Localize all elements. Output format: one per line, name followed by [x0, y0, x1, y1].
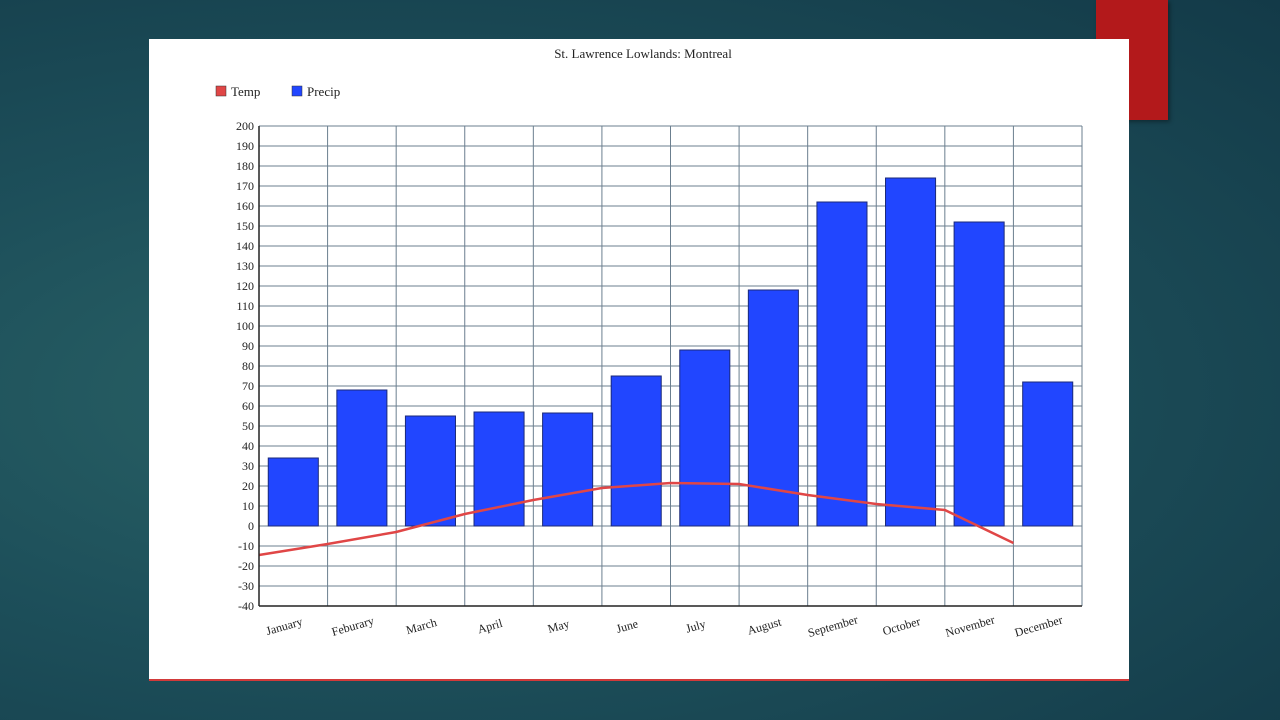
grid: [258, 125, 1083, 607]
y-tick-label: 180: [236, 159, 254, 173]
y-tick-label: 90: [242, 339, 254, 353]
y-tick-label: 50: [242, 419, 254, 433]
y-tick-label: 160: [236, 199, 254, 213]
y-tick-label: 30: [242, 459, 254, 473]
y-tick-label: 170: [236, 179, 254, 193]
y-tick-label: 80: [242, 359, 254, 373]
chart-card: St. Lawrence Lowlands: Montreal Temp Pre…: [149, 39, 1129, 681]
y-tick-label: 130: [236, 259, 254, 273]
y-tick-label: -30: [238, 579, 254, 593]
y-tick-label: -10: [238, 539, 254, 553]
y-tick-label: 0: [248, 519, 254, 533]
precip-bar: [679, 349, 731, 527]
x-category-label: May: [546, 616, 571, 636]
precip-bar: [610, 375, 662, 527]
y-tick-label: 20: [242, 479, 254, 493]
precip-bar: [885, 177, 937, 527]
y-tick-label: 70: [242, 379, 254, 393]
y-tick-label: 100: [236, 319, 254, 333]
chart-title: St. Lawrence Lowlands: Montreal: [554, 46, 732, 61]
axes: [258, 126, 1082, 607]
y-tick-label: 40: [242, 439, 254, 453]
y-tick-label: 140: [236, 239, 254, 253]
precip-bar: [953, 221, 1005, 527]
y-tick-label: 200: [236, 119, 254, 133]
y-tick-label: -40: [238, 599, 254, 613]
y-axis-ticks: -40 -30 -20 -10 0 10 20 30 40 50 60 70 80 90 100 110 120…: [236, 119, 254, 613]
y-tick-label: 110: [236, 299, 254, 313]
precip-bar: [473, 411, 525, 527]
x-axis-labels: January Feburary March April May June July Augu…: [264, 612, 1064, 640]
legend: Temp Precip: [215, 84, 340, 99]
precip-bar: [816, 201, 868, 527]
x-category-label: November: [944, 612, 997, 639]
precip-bar: [336, 389, 388, 527]
legend-swatch-temp: [215, 85, 227, 97]
x-category-label: December: [1013, 613, 1064, 640]
chart-svg: St. Lawrence Lowlands: Montreal Temp Pre…: [215, 46, 1083, 640]
x-category-label: July: [684, 617, 707, 636]
x-category-label: September: [806, 612, 859, 640]
y-tick-label: 150: [236, 219, 254, 233]
x-category-label: April: [476, 616, 505, 637]
legend-swatch-precip: [291, 85, 303, 97]
precip-bars: [267, 177, 1074, 527]
x-category-label: August: [746, 614, 784, 637]
legend-label-precip: Precip: [307, 84, 340, 99]
y-tick-label: 190: [236, 139, 254, 153]
y-tick-label: 10: [242, 499, 254, 513]
x-category-label: March: [404, 615, 438, 637]
x-category-label: January: [264, 614, 304, 638]
x-category-label: Feburary: [330, 613, 376, 638]
legend-label-temp: Temp: [231, 84, 260, 99]
y-tick-label: 120: [236, 279, 254, 293]
precip-bar: [267, 457, 319, 527]
x-category-label: October: [881, 614, 922, 638]
precip-bar: [1022, 381, 1074, 527]
y-tick-label: 60: [242, 399, 254, 413]
x-category-label: June: [615, 616, 640, 636]
y-tick-label: -20: [238, 559, 254, 573]
precip-bar: [542, 412, 594, 527]
precip-bar: [404, 415, 456, 527]
temp-line: [258, 481, 1014, 557]
temp-line-path: [258, 481, 1014, 557]
